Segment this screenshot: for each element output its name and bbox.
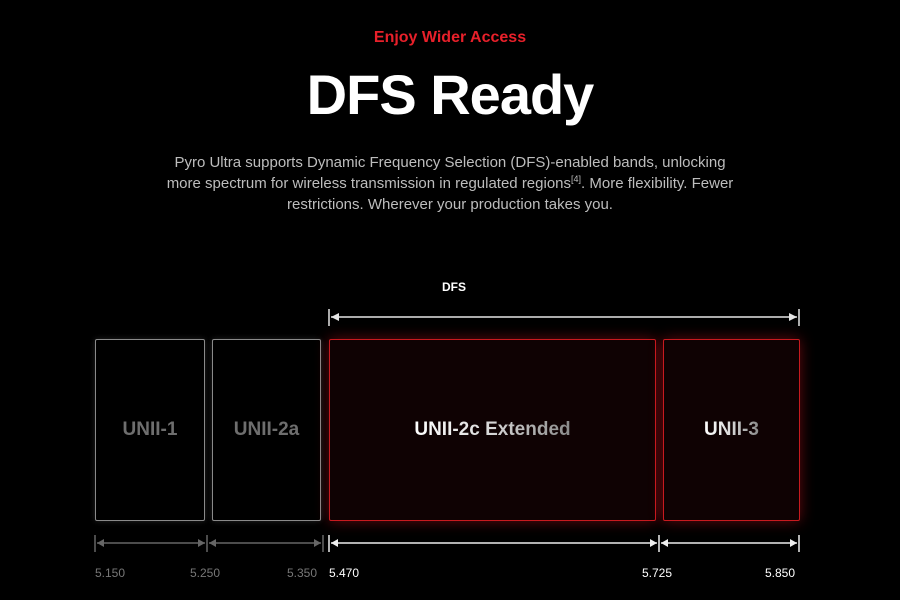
freq-label-5850: 5.850	[765, 566, 796, 580]
description: Pyro Ultra supports Dynamic Frequency Se…	[150, 152, 750, 215]
band-label: UNII-2a	[233, 419, 300, 440]
band-label: UNII-1	[122, 419, 178, 440]
dfs-label: DFS	[442, 280, 466, 294]
page-title: DFS Ready	[306, 63, 595, 126]
band-label: UNII-2c Extended	[414, 419, 571, 440]
unii-3-range-arrow	[661, 535, 800, 552]
freq-label-5250: 5.250	[190, 566, 221, 580]
freq-label-5150: 5.150	[95, 566, 126, 580]
band-label: UNII-3	[704, 419, 759, 440]
freq-label-5725: 5.725	[642, 566, 673, 580]
description-line-2a: more spectrum for wireless transmission …	[166, 175, 572, 192]
description-line-1: Pyro Ultra supports Dynamic Frequency Se…	[174, 154, 726, 171]
band-unii-1: UNII-1	[95, 339, 205, 521]
freq-label-5350: 5.350	[287, 566, 318, 580]
band-unii-2c-extended: UNII-2c Extended	[329, 339, 656, 521]
freq-label-5470: 5.470	[329, 566, 360, 580]
unii-2c-range-arrow	[328, 535, 660, 552]
description-line-2b: . More flexibility. Fewer	[581, 175, 734, 192]
dfs-range-arrow	[328, 309, 800, 326]
footnote-ref[interactable]: [4]	[571, 174, 582, 184]
unii-1-range-arrow	[94, 535, 208, 552]
eyebrow-text: Enjoy Wider Access	[373, 29, 527, 46]
description-line-3: restrictions. Wherever your production t…	[287, 196, 613, 213]
band-unii-2a: UNII-2a	[212, 339, 321, 521]
unii-2a-range-arrow	[209, 535, 324, 552]
band-unii-3: UNII-3	[663, 339, 800, 521]
